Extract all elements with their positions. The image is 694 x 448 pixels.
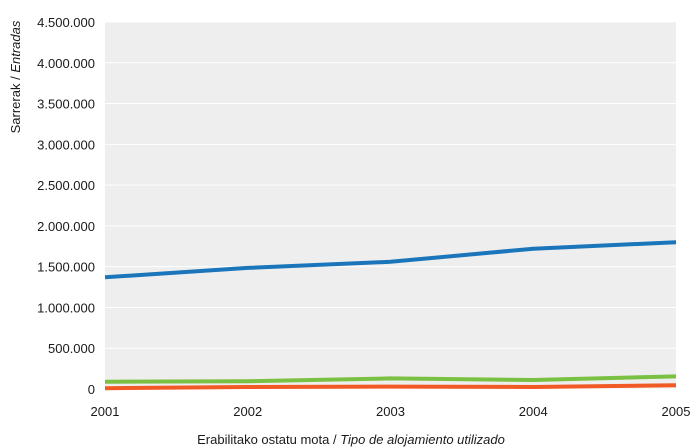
series-line: [104, 240, 677, 280]
y-axis-title-spanish: Entradas: [8, 20, 23, 73]
y-axis-title-basque: Sarrerak: [8, 83, 23, 133]
y-tick-label: 3.000.000: [37, 137, 95, 152]
y-tick-label: 4.500.000: [37, 15, 95, 30]
y-tick-label: 2.000.000: [37, 219, 95, 234]
y-tick-label: 1.000.000: [37, 300, 95, 315]
y-tick-label: 4.000.000: [37, 56, 95, 71]
x-axis-title-separator: /: [329, 432, 340, 447]
x-axis-ticks: 2001 2002 2003 2004 2005: [91, 404, 691, 419]
series-line: [104, 383, 677, 391]
y-tick-label: 3.500.000: [37, 97, 95, 112]
plot-area: [105, 22, 676, 389]
x-tick-label: 2005: [662, 404, 691, 419]
x-axis-title: Erabilitako ostatu mota / Tipo de alojam…: [197, 432, 505, 447]
y-axis-ticks: 0 500.000 1.000.000 1.500.000 2.000.000 2.500…: [37, 15, 95, 397]
x-tick-label: 2002: [233, 404, 262, 419]
y-axis-title-separator: /: [8, 73, 23, 84]
x-tick-label: 2003: [376, 404, 405, 419]
x-tick-label: 2004: [519, 404, 548, 419]
gridlines: [105, 21, 676, 390]
series-lines: [104, 240, 677, 391]
y-axis-title: Sarrerak / Entradas: [8, 20, 23, 133]
y-tick-label: 500.000: [48, 341, 95, 356]
y-tick-label: 1.500.000: [37, 260, 95, 275]
x-axis-title-spanish: Tipo de alojamiento utilizado: [340, 432, 505, 447]
y-tick-label: 0: [88, 382, 95, 397]
series-line: [104, 374, 677, 384]
x-axis-title-basque: Erabilitako ostatu mota: [197, 432, 330, 447]
y-tick-label: 2.500.000: [37, 178, 95, 193]
x-tick-label: 2001: [91, 404, 120, 419]
